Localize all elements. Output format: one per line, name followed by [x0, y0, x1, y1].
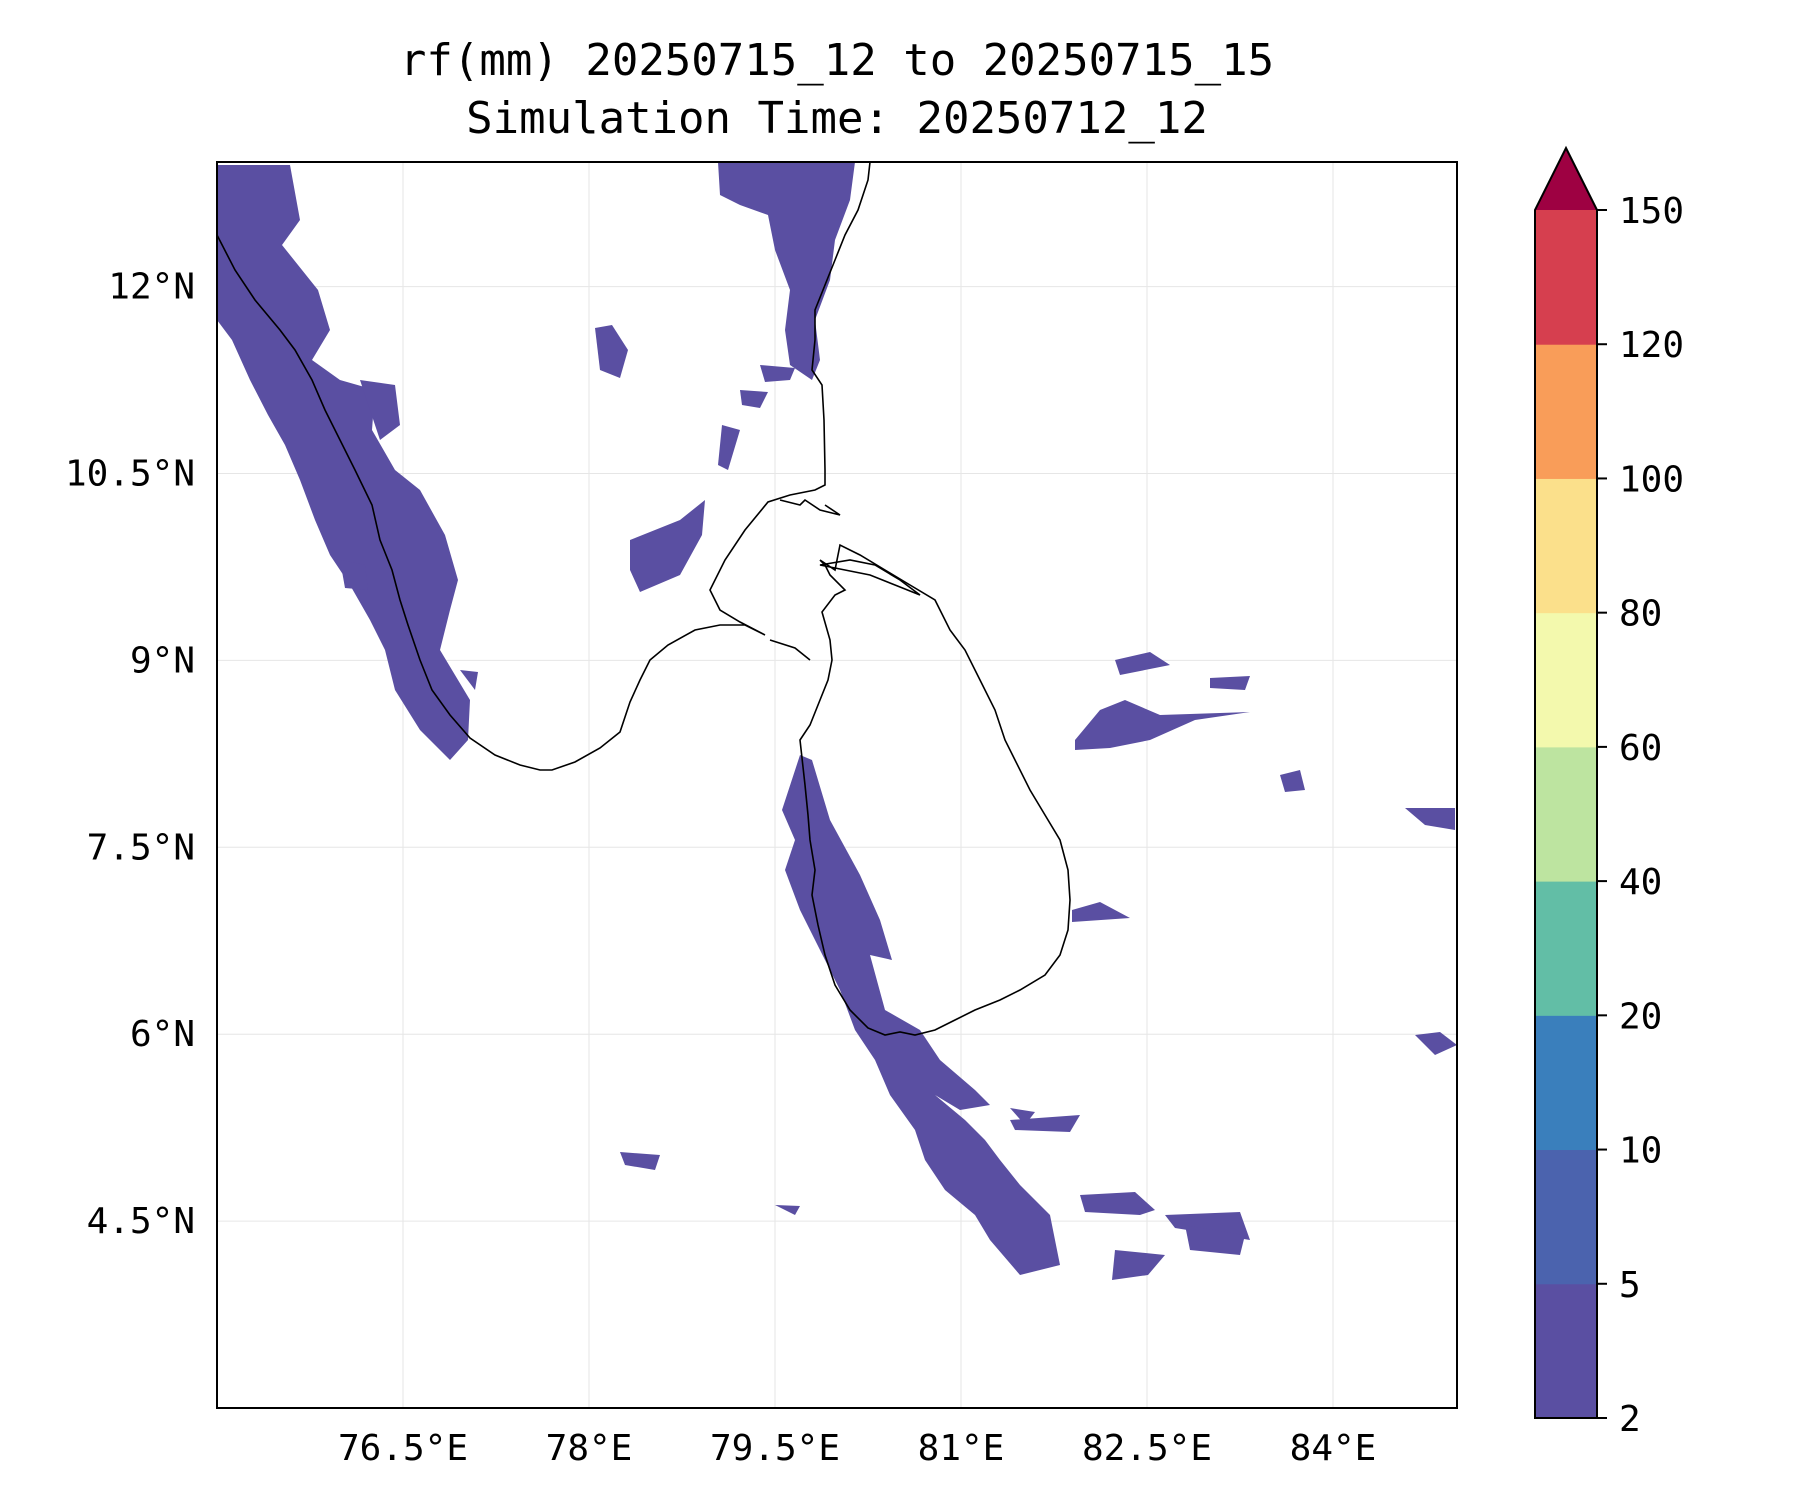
x-tick-label: 76.5°E [338, 1428, 468, 1469]
colorbar-tick-label: 40 [1619, 862, 1662, 903]
rain-patch-tn-small [595, 325, 628, 378]
colorbar-tick-label: 20 [1619, 996, 1662, 1037]
y-axis-ticks: 12°N 10.5°N 9°N 7.5°N 6°N 4.5°N [65, 267, 195, 1242]
colorbar-segment [1535, 612, 1597, 748]
colorbar-tick-label: 10 [1619, 1131, 1662, 1172]
rain-patch-east-7 [1415, 1032, 1457, 1055]
rainfall-areas [217, 162, 1457, 1280]
colorbar-tick-label: 120 [1619, 325, 1684, 366]
rain-patch-sw-2 [775, 1205, 800, 1215]
colorbar-segment [1535, 1149, 1597, 1285]
rain-patch-south-2 [1080, 1192, 1155, 1215]
map-panel: 76.5°E 78°E 79.5°E 81°E 82.5°E 84°E 12°N 10.5°… [65, 161, 1458, 1469]
colorbar-tick-label: 5 [1619, 1265, 1641, 1306]
colorbar-extend-arrow [1535, 148, 1597, 210]
rain-patch-east-1 [1115, 652, 1170, 675]
x-tick-label: 84°E [1290, 1428, 1377, 1469]
coastline-adams-bridge [769, 498, 841, 661]
x-tick-label: 81°E [918, 1428, 1005, 1469]
y-tick-label: 10.5°N [65, 454, 195, 495]
colorbar-segment [1535, 746, 1597, 882]
colorbar-outline [1534, 145, 1598, 1419]
colorbar-tick-label: 100 [1619, 459, 1684, 500]
rain-patch-sw-1 [620, 1152, 660, 1170]
coastline-sri-lanka [799, 543, 1071, 1036]
rain-patch-east-3 [1210, 676, 1250, 690]
y-tick-label: 12°N [108, 267, 195, 308]
rain-patch-kerala [217, 165, 470, 760]
colorbar-segment [1535, 478, 1597, 614]
colorbar-tick-label: 2 [1619, 1399, 1641, 1440]
x-axis-ticks: 76.5°E 78°E 79.5°E 81°E 82.5°E 84°E [338, 1428, 1376, 1469]
rain-patch-east-6 [1072, 902, 1130, 922]
colorbar-segment [1535, 344, 1597, 479]
y-tick-label: 9°N [130, 640, 195, 681]
rain-patch-east-4 [1280, 770, 1305, 792]
x-tick-label: 78°E [546, 1428, 633, 1469]
colorbar-segment [1535, 881, 1597, 1016]
coastlines [217, 162, 1071, 1036]
x-tick-label: 82.5°E [1082, 1428, 1212, 1469]
rain-patch-mid-1 [1010, 1108, 1035, 1125]
rain-patch-kerala-2 [360, 380, 400, 440]
y-tick-label: 7.5°N [87, 827, 195, 868]
rain-patch-tn-small-4 [718, 425, 740, 470]
colorbar-tick-label: 60 [1619, 728, 1662, 769]
rain-patch-south-5 [1185, 1225, 1245, 1255]
rain-patch-tn-small-3 [740, 390, 768, 408]
rain-patch-south-4 [1112, 1250, 1165, 1280]
colorbar-tick-label: 80 [1619, 594, 1662, 635]
rain-patch-tn-coast [718, 162, 855, 380]
colorbar-segment [1535, 210, 1597, 345]
map-frame [216, 161, 1458, 1409]
colorbar-segment [1535, 1283, 1597, 1419]
rain-patch-srilanka-west [782, 755, 1060, 1275]
y-tick-label: 4.5°N [87, 1201, 195, 1242]
x-tick-label: 79.5°E [710, 1428, 840, 1469]
title-line-2: Simulation Time: 20250712_12 [466, 93, 1208, 144]
rain-patch-east-2 [1075, 700, 1250, 750]
rain-patch-palk [630, 500, 705, 592]
rain-patch-east-5 [1405, 808, 1455, 830]
y-tick-label: 6°N [130, 1014, 195, 1055]
rain-patch-kerala-3 [340, 560, 368, 590]
map-background [217, 162, 1457, 1408]
title-line-1: rf(mm) 20250715_12 to 20250715_15 [400, 35, 1274, 86]
colorbar-segment [1535, 1015, 1597, 1151]
rain-patch-tn-small-2 [760, 365, 795, 382]
colorbar: 2 5 10 20 40 60 80 100 120 150 [1534, 145, 1684, 1440]
rain-patch-kerala-4 [460, 670, 478, 690]
coastline-india-west [217, 162, 871, 771]
coastline-jaffna [819, 559, 921, 596]
colorbar-tick-label: 150 [1619, 191, 1684, 232]
